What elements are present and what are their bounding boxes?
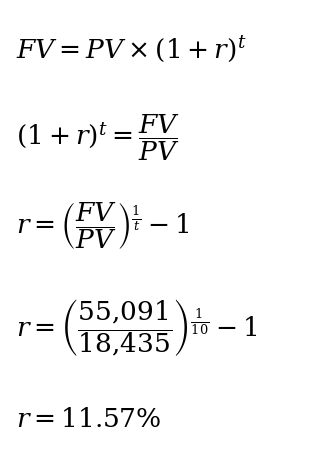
Text: $FV = PV \times (1 + r)^t$: $FV = PV \times (1 + r)^t$ [16, 34, 246, 65]
Text: $r = \left(\dfrac{55{,}091}{18{,}435}\right)^{\frac{1}{10}} - 1$: $r = \left(\dfrac{55{,}091}{18{,}435}\ri… [16, 296, 257, 357]
Text: $r = 11.57\%$: $r = 11.57\%$ [16, 406, 161, 432]
Text: $r = \left(\dfrac{FV}{PV}\right)^{\frac{1}{t}} - 1$: $r = \left(\dfrac{FV}{PV}\right)^{\frac{… [16, 200, 189, 251]
Text: $(1 + r)^t = \dfrac{FV}{PV}$: $(1 + r)^t = \dfrac{FV}{PV}$ [16, 112, 179, 162]
